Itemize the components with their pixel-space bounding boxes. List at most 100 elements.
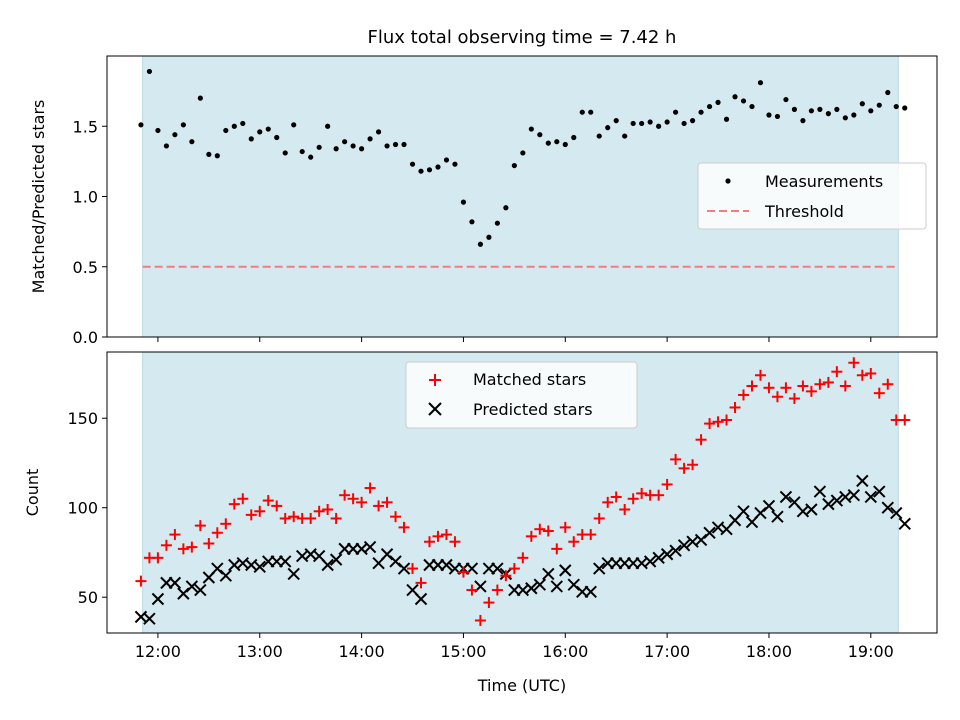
- measurement-point: [172, 132, 178, 138]
- matched-star-point: [186, 541, 198, 553]
- count-y-axis-label: Count: [23, 469, 42, 517]
- measurement-point: [460, 199, 467, 205]
- predicted-star-point: [185, 580, 199, 593]
- measurement-point: [163, 143, 170, 149]
- matched-star-point: [347, 493, 359, 505]
- predicted-star-point: [652, 551, 665, 565]
- matched-star-point: [271, 500, 283, 512]
- measurement-point: [494, 220, 500, 226]
- matched-star-point: [211, 527, 223, 539]
- predicted-star-point: [813, 485, 827, 498]
- measurement-point: [579, 109, 585, 115]
- predicted-star-point: [643, 555, 657, 568]
- measurement-point: [706, 103, 713, 110]
- matched-star-point: [763, 382, 775, 394]
- predicted-star-points: [134, 474, 911, 625]
- predicted-star-point: [329, 553, 343, 566]
- y-tick-label: 150: [67, 409, 98, 428]
- matched-star-point: [390, 511, 402, 523]
- y-tick-label: 0.0: [73, 328, 98, 347]
- matched-star-point: [856, 369, 868, 381]
- measurement-point: [206, 151, 212, 157]
- ratio-y-ticks: 0.0 0.5 1.0 1.5: [73, 117, 107, 347]
- measurement-point: [291, 122, 297, 128]
- measurement-point: [868, 108, 874, 114]
- measurement-point: [834, 106, 840, 112]
- matched-star-point: [474, 614, 486, 626]
- measurement-point: [528, 126, 534, 132]
- measurement-point: [316, 144, 322, 150]
- x-tick-label: 14:00: [339, 642, 385, 661]
- matched-star-point: [517, 552, 529, 564]
- measurement-point: [647, 119, 653, 125]
- matched-star-point: [364, 482, 376, 494]
- measurement-point: [681, 120, 687, 127]
- matched-star-point: [678, 462, 690, 474]
- matched-star-point: [805, 385, 817, 397]
- measurement-point: [240, 120, 246, 127]
- measurement-point: [715, 99, 721, 105]
- legend-threshold-label: Threshold: [764, 202, 844, 221]
- measurement-point: [180, 122, 186, 128]
- matched-star-point: [831, 366, 843, 378]
- matched-star-point: [398, 521, 410, 533]
- measurement-point: [639, 120, 645, 127]
- measurement-point: [282, 150, 288, 156]
- measurement-point: [859, 101, 865, 107]
- predicted-star-point: [822, 497, 835, 511]
- measurement-point: [893, 103, 899, 110]
- x-tick-label: 18:00: [746, 642, 792, 661]
- predicted-star-point: [584, 585, 597, 599]
- legend-predicted-label: Predicted stars: [473, 400, 593, 419]
- matched-star-point: [771, 391, 783, 403]
- measurement-point: [749, 103, 755, 110]
- matched-star-point: [423, 536, 435, 548]
- count-legend: Matched stars Predicted stars: [405, 361, 638, 429]
- measurement-point: [435, 164, 441, 170]
- predicted-star-point: [414, 592, 428, 606]
- matched-star-point: [559, 521, 571, 533]
- predicted-star-point: [890, 506, 903, 520]
- measurement-point: [588, 109, 594, 115]
- legend-measurements-marker: [725, 178, 731, 184]
- matched-star-point: [508, 563, 520, 575]
- matched-star-point: [194, 520, 206, 532]
- predicted-star-point: [771, 510, 784, 523]
- matched-star-point: [636, 487, 648, 499]
- count-axes-frame: [106, 351, 938, 634]
- y-tick-label: 1.0: [73, 188, 98, 207]
- x-tick-label: 17:00: [644, 642, 690, 661]
- measurement-point: [554, 139, 560, 145]
- measurement-point: [214, 153, 220, 159]
- measurement-point: [808, 108, 814, 114]
- measurement-point: [452, 161, 458, 167]
- matched-star-point: [525, 530, 537, 542]
- matched-star-point: [568, 536, 580, 548]
- matched-star-point: [653, 489, 665, 501]
- measurement-point: [299, 148, 305, 155]
- predicted-star-point: [491, 562, 504, 575]
- measurement-point: [766, 112, 772, 118]
- legend-matched-marker: [429, 374, 441, 386]
- measurement-point: [477, 241, 484, 247]
- y-tick-label: 1.5: [73, 117, 98, 136]
- matched-star-point: [330, 512, 342, 524]
- matched-star-point: [483, 597, 495, 609]
- measurement-point: [155, 127, 161, 134]
- y-tick-label: 50: [78, 588, 98, 607]
- matched-star-point: [780, 382, 792, 394]
- count-y-ticks: 50 100 150: [67, 409, 107, 607]
- matched-star-point: [491, 584, 503, 596]
- measurement-point: [545, 140, 551, 146]
- legend-matched-label: Matched stars: [473, 370, 586, 389]
- measurement-point: [825, 111, 831, 117]
- measurement-point: [740, 98, 747, 104]
- matched-star-point: [254, 505, 266, 517]
- predicted-star-point: [550, 580, 564, 593]
- matched-star-point: [551, 543, 563, 555]
- measurement-point: [520, 150, 526, 156]
- matched-star-point: [746, 380, 758, 392]
- ratio-panel: 0.0 0.5 1.0 1.5 Matched/Predicted stars Mea…: [29, 55, 938, 347]
- measurement-point: [197, 95, 203, 101]
- predicted-star-point: [830, 494, 844, 507]
